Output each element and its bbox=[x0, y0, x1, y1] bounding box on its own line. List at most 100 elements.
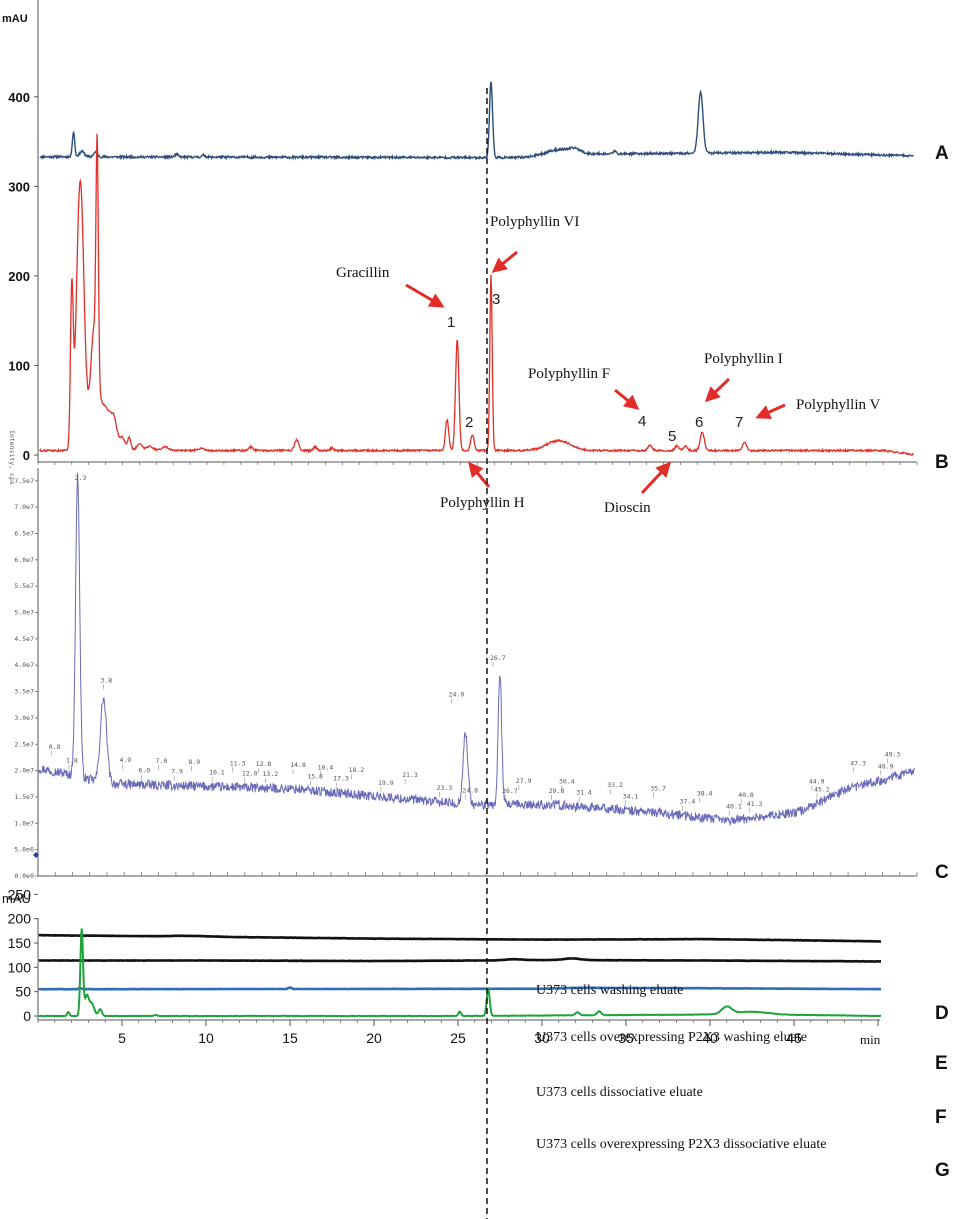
panel-c-peak-label: 21.3 bbox=[402, 771, 418, 779]
panel-c-peak-label: 2.3 bbox=[75, 474, 87, 482]
panel-c-ytick-label: 4.0e7 bbox=[14, 661, 34, 669]
panel-c-peak-label: 31.4 bbox=[576, 789, 592, 797]
panel-dg-xtick-label: 35 bbox=[618, 1030, 634, 1046]
peak-number-4: 4 bbox=[638, 413, 646, 430]
panel-dg-ytick-label: 150 bbox=[8, 935, 32, 951]
arrow-dioscin bbox=[640, 461, 672, 495]
panel-c-peak-label: 13.2 bbox=[263, 770, 279, 778]
panel-c-ytick-label: 5.0e7 bbox=[14, 609, 34, 617]
panel-c-ytick-label: 5.0e6 bbox=[14, 846, 34, 854]
panel-letter-e: E bbox=[935, 1053, 948, 1074]
series-line-c bbox=[38, 473, 915, 827]
series-line-a bbox=[39, 81, 915, 161]
arrow-polyphyllin-f bbox=[614, 388, 640, 410]
panel-ab-ytick-label: 400 bbox=[8, 90, 30, 105]
panel-c-peak-label: 3.8 bbox=[100, 676, 112, 684]
panel-c-peak-label: 44.9 bbox=[809, 778, 825, 786]
panel-dg-ytick-label: 50 bbox=[15, 984, 31, 1000]
panel-c-ytick-label: 7.0e7 bbox=[14, 503, 34, 511]
panel-dg-ytick-label: 0 bbox=[23, 1008, 31, 1024]
panel-c-series bbox=[38, 473, 915, 827]
panel-c-peak-label: 41.3 bbox=[747, 800, 763, 808]
panel-dg-xtick-label: 30 bbox=[534, 1030, 550, 1046]
panel-c-peak-label: 35.7 bbox=[650, 784, 666, 792]
panel-dg-ylabel: mAU bbox=[2, 891, 31, 906]
panel-dg-ytick-label: 100 bbox=[8, 959, 32, 975]
panel-dg-series-names: U373 cells washing eluate U373 cells ove… bbox=[536, 983, 826, 1152]
series-name-e: U373 cells overexpressing P2X3 washing e… bbox=[536, 1030, 807, 1045]
panel-c-peak-label: 0.8 bbox=[49, 743, 61, 751]
panel-c-ytick-label: 0.0e0 bbox=[14, 872, 34, 880]
panel-c-ytick-label: 2.5e7 bbox=[14, 740, 34, 748]
series-line-d bbox=[38, 933, 881, 943]
panel-c-peak-label: 37.4 bbox=[680, 798, 696, 806]
panel-c-peak-label: 45.2 bbox=[814, 785, 830, 793]
panel-ab-ylabel: mAU bbox=[2, 13, 28, 25]
panel-c-ytick-label: 2.0e7 bbox=[14, 767, 34, 775]
panel-c-peak-label: 40.1 bbox=[726, 802, 742, 810]
panel-c-ytick-label: 7.5e7 bbox=[14, 477, 34, 485]
panel-c: Intensity, cps 0.0e0 5.0e6 1.0e7 1.5e7 2.0e7… bbox=[8, 430, 918, 880]
panel-ab-y-ticks: 0 100 200 300 400 bbox=[8, 90, 38, 463]
series-line-g bbox=[38, 928, 882, 1018]
panel-c-x-minor-ticks bbox=[37, 872, 918, 876]
panel-c-peak-label: 38.4 bbox=[697, 790, 713, 798]
panel-c-ylabel: Intensity, cps bbox=[8, 430, 16, 485]
panel-c-ytick-label: 3.0e7 bbox=[14, 714, 34, 722]
panel-c-peak-label: 7.9 bbox=[171, 768, 183, 776]
panel-c-peak-label: 16.4 bbox=[318, 763, 334, 771]
panel-c-ytick-label: 1.0e7 bbox=[14, 819, 34, 827]
panel-dg-ytick-label: 200 bbox=[8, 911, 32, 927]
arrow-polyphyllin-vi bbox=[491, 250, 518, 273]
panel-c-peak-label: 47.3 bbox=[850, 760, 866, 768]
panel-c-ytick-label: 4.5e7 bbox=[14, 635, 34, 643]
panel-c-peak-label: 27.9 bbox=[516, 777, 532, 785]
panel-c-ytick-label: 1.5e7 bbox=[14, 793, 34, 801]
panel-c-peak-label: 26.7 bbox=[502, 787, 518, 795]
annotation-polyphyllin-v: Polyphyllin V bbox=[796, 397, 880, 413]
annotation-polyphyllin-vi: Polyphyllin VI bbox=[490, 214, 579, 230]
panel-letter-f: F bbox=[935, 1107, 947, 1128]
panel-dg-xtick-label: 10 bbox=[198, 1030, 214, 1046]
panel-c-peak-label: 40.8 bbox=[738, 791, 754, 799]
panel-c-peak-label: 18.2 bbox=[349, 766, 365, 774]
series-name-d: U373 cells washing eluate bbox=[536, 983, 683, 998]
panel-c-axis-marker bbox=[33, 852, 39, 858]
series-line-b bbox=[39, 133, 914, 456]
panel-dg-xtick-label: 20 bbox=[366, 1030, 382, 1046]
peak-number-3: 3 bbox=[492, 291, 500, 308]
panel-letter-g: G bbox=[935, 1160, 950, 1181]
panel-c-peak-label: 17.3 bbox=[333, 775, 349, 783]
panel-c-peak-label: 7.0 bbox=[156, 757, 168, 765]
panel-letter-b: B bbox=[935, 452, 949, 473]
panel-dg-series bbox=[38, 928, 882, 1018]
arrow-polyphyllin-v bbox=[755, 403, 786, 419]
panel-dg-xtick-label: 40 bbox=[702, 1030, 718, 1046]
panel-c-peak-label: 26.7 bbox=[490, 654, 506, 662]
series-line-e bbox=[38, 957, 881, 963]
panel-c-peak-labels: 0.8 1.8 2.3 3.8 4.9 6.0 7.07.9 8.9 10.1 11.3 12.0 1… bbox=[49, 474, 900, 816]
panel-c-peak-label: 48.9 bbox=[878, 762, 894, 770]
panel-letter-c: C bbox=[935, 862, 949, 883]
panel-ab-x-minor-ticks bbox=[37, 462, 918, 465]
panel-c-peak-label: 29.8 bbox=[549, 787, 565, 795]
panel-c-peak-label: 1.8 bbox=[66, 756, 78, 764]
annotation-gracillin: Gracillin bbox=[336, 265, 390, 281]
panel-c-peak-label: 30.4 bbox=[559, 777, 575, 785]
arrow-gracillin bbox=[405, 283, 445, 308]
panel-ab-ytick-label: 0 bbox=[23, 448, 30, 463]
panel-c-y-ticks: 0.0e0 5.0e6 1.0e7 1.5e7 2.0e7 2.5e7 3.0e7 3.5e7… bbox=[14, 477, 38, 880]
panel-c-peak-label: 14.8 bbox=[290, 761, 306, 769]
panel-c-peak-label: 12.8 bbox=[256, 760, 272, 768]
panel-ab-ytick-label: 100 bbox=[8, 358, 30, 373]
peak-number-1: 1 bbox=[447, 314, 455, 331]
panel-c-ytick-label: 3.5e7 bbox=[14, 688, 34, 696]
panel-letter-a: A bbox=[935, 143, 949, 164]
panel-c-peak-label: 11.3 bbox=[230, 759, 246, 767]
peak-number-5: 5 bbox=[668, 428, 676, 445]
panel-c-ytick-label: 6.5e7 bbox=[14, 529, 34, 537]
panel-c-peak-label: 24.8 bbox=[462, 787, 478, 795]
panel-ab-ytick-label: 200 bbox=[8, 269, 30, 284]
panel-dg: mAU min 0 50 100 150 200 250 5 10 15 20 25 30 35 40 4… bbox=[2, 886, 882, 1152]
